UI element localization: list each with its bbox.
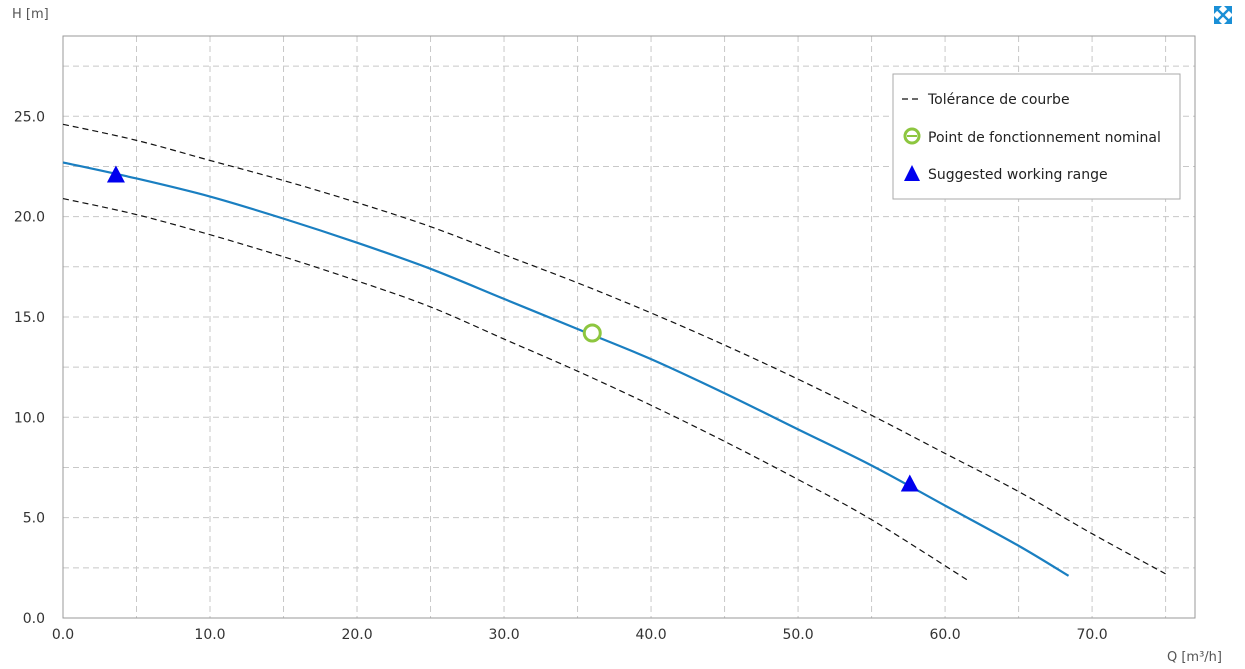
x-tick-label: 50.0 — [782, 627, 813, 643]
x-tick-label: 20.0 — [341, 627, 372, 643]
x-tick-label: 0.0 — [52, 627, 74, 643]
expand-arrows-icon — [1214, 6, 1232, 24]
working-range-marker[interactable] — [900, 474, 919, 492]
y-tick-label: 25.0 — [14, 109, 45, 125]
points-layer — [106, 165, 919, 492]
legend: Tolérance de courbe Point de fonctionnem… — [892, 73, 1181, 200]
working-range-marker[interactable] — [106, 165, 125, 183]
legend-label-working-range: Suggested working range — [928, 167, 1108, 183]
y-tick-label: 20.0 — [14, 210, 45, 226]
x-axis-title: Q [m³/h] — [1167, 650, 1222, 665]
y-axis-title: H [m] — [12, 7, 49, 22]
tolerance-curve-line[interactable] — [62, 123, 1166, 575]
nominal-point-marker[interactable] — [582, 323, 602, 343]
y-tick-label: 10.0 — [14, 410, 45, 426]
plot-area-border — [62, 35, 1196, 619]
legend-label-nominal-point: Point de fonctionnement nominal — [928, 130, 1161, 146]
legend-item-nominal-point[interactable]: Point de fonctionnement nominal — [903, 127, 1161, 146]
legend-circle-symbol — [903, 127, 921, 145]
x-tick-label: 10.0 — [194, 627, 225, 643]
expand-button[interactable] — [1213, 5, 1233, 25]
y-tick-label: 5.0 — [23, 511, 45, 527]
legend-item-working-range[interactable]: Suggested working range — [904, 165, 1108, 183]
x-tick-label: 60.0 — [929, 627, 960, 643]
y-tick-label: 15.0 — [14, 310, 45, 326]
legend-item-tolerance[interactable]: Tolérance de courbe — [902, 92, 1070, 108]
y-tick-label: 0.0 — [23, 611, 45, 627]
legend-triangle-symbol — [904, 165, 920, 181]
x-tick-label: 30.0 — [488, 627, 519, 643]
x-tick-label: 40.0 — [635, 627, 666, 643]
tolerance-curve-line[interactable] — [62, 197, 968, 581]
pump-curve-line[interactable] — [62, 161, 1070, 577]
legend-label-tolerance: Tolérance de courbe — [927, 92, 1070, 108]
x-tick-label: 70.0 — [1077, 627, 1108, 643]
tick-labels: 0.0 10.0 20.0 30.0 40.0 50.0 60.0 70.0 0.0 5.0 10.… — [14, 109, 1108, 643]
legend-box — [892, 73, 1181, 200]
